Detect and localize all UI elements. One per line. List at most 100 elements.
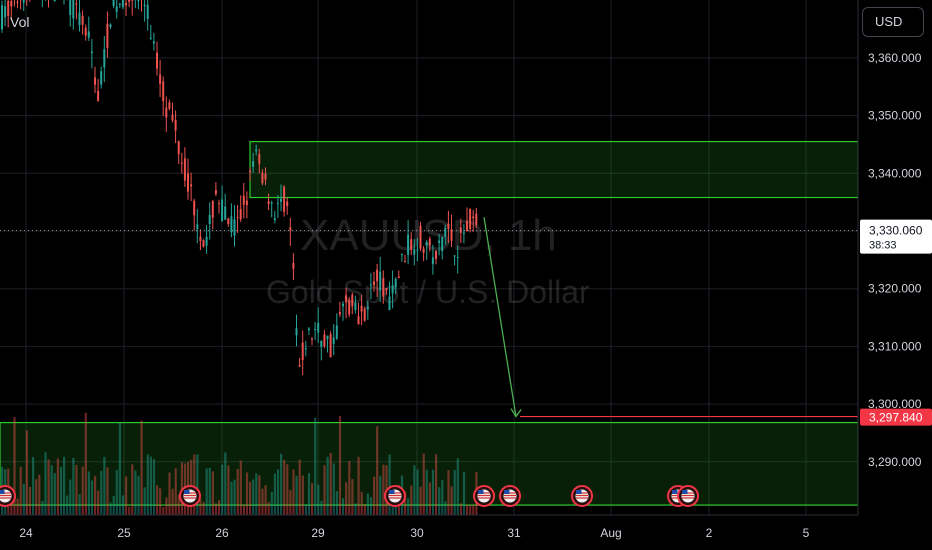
volume-bar bbox=[425, 469, 428, 515]
y-tick-label: 3,310.000 bbox=[868, 339, 922, 353]
flag-canton bbox=[504, 490, 510, 494]
volume-bar bbox=[351, 479, 354, 515]
us-flag-event-icon[interactable] bbox=[677, 485, 699, 507]
candle bbox=[180, 162, 183, 164]
volume-bar bbox=[428, 482, 431, 515]
volume-bar bbox=[87, 471, 90, 515]
volume-bar bbox=[143, 487, 146, 515]
us-flag-event-icon[interactable] bbox=[571, 485, 593, 507]
volume-bar bbox=[22, 483, 25, 515]
candle bbox=[450, 229, 453, 241]
volume-bar bbox=[416, 469, 419, 515]
volume-bar bbox=[16, 498, 19, 515]
y-tick-label: 3,350.000 bbox=[868, 109, 922, 123]
candle bbox=[376, 269, 379, 282]
volume-label: Vol bbox=[10, 14, 30, 30]
candle bbox=[435, 250, 437, 259]
volume-bar bbox=[66, 495, 69, 515]
us-flag-event-icon[interactable] bbox=[473, 485, 495, 507]
volume-bar bbox=[382, 464, 385, 515]
candle bbox=[128, 0, 131, 2]
candle bbox=[397, 276, 400, 279]
volume-bar bbox=[354, 503, 357, 515]
volume-bar bbox=[469, 504, 472, 515]
us-flag-event-icon[interactable] bbox=[0, 485, 16, 507]
volume-bar bbox=[252, 479, 255, 515]
volume-bar bbox=[171, 488, 174, 515]
volume-bar bbox=[410, 485, 413, 515]
candle bbox=[258, 154, 261, 164]
candle bbox=[4, 6, 7, 18]
volume-bars bbox=[1, 412, 478, 515]
candle bbox=[475, 213, 478, 225]
target-price-value: 3,297.840 bbox=[869, 411, 923, 425]
volume-bar bbox=[242, 504, 245, 515]
us-flag-event-icon[interactable] bbox=[499, 485, 521, 507]
volume-bar bbox=[59, 466, 63, 515]
candle bbox=[317, 322, 320, 333]
x-tick-label: 25 bbox=[117, 526, 131, 540]
volume-bar bbox=[283, 459, 286, 515]
volume-bar bbox=[94, 476, 97, 515]
volume-bar bbox=[81, 466, 84, 515]
candle bbox=[208, 214, 211, 225]
volume-bar bbox=[255, 473, 258, 515]
candle bbox=[469, 208, 472, 229]
us-flag-event-icon[interactable] bbox=[179, 485, 201, 507]
volume-bar bbox=[214, 503, 218, 515]
candle bbox=[125, 2, 127, 6]
x-tick-label: 5 bbox=[803, 526, 810, 540]
volume-bar bbox=[205, 468, 208, 515]
volume-bar bbox=[41, 500, 44, 515]
volume-bar bbox=[373, 476, 376, 515]
volume-bar bbox=[118, 422, 121, 515]
candle bbox=[345, 295, 348, 303]
volume-bar bbox=[168, 472, 171, 515]
candle bbox=[72, 0, 75, 19]
candle bbox=[323, 334, 326, 347]
us-flag-event-icon[interactable] bbox=[384, 485, 406, 507]
candle bbox=[115, 6, 118, 12]
candle bbox=[391, 285, 394, 294]
volume-bar bbox=[348, 460, 351, 515]
volume-bar bbox=[97, 490, 100, 515]
candle bbox=[100, 71, 103, 85]
volume-bar bbox=[363, 503, 366, 515]
candle bbox=[103, 49, 106, 68]
volume-bar bbox=[162, 506, 165, 515]
candle bbox=[416, 249, 419, 251]
currency-button[interactable]: USD bbox=[862, 7, 924, 37]
candle bbox=[400, 254, 403, 256]
candle bbox=[472, 216, 475, 219]
volume-bar bbox=[317, 484, 320, 515]
arrow-head bbox=[510, 408, 522, 418]
volume-bar bbox=[47, 459, 50, 515]
candle bbox=[382, 278, 385, 297]
volume-bar bbox=[131, 464, 134, 515]
candle bbox=[7, 0, 10, 16]
flag-canton bbox=[389, 490, 395, 494]
projection-arrow bbox=[483, 217, 517, 417]
candle bbox=[190, 184, 193, 187]
candle bbox=[351, 294, 354, 307]
candle bbox=[1, 5, 3, 30]
volume-bar bbox=[149, 456, 152, 515]
candle bbox=[366, 306, 369, 310]
candle bbox=[267, 201, 270, 204]
candle bbox=[118, 3, 121, 5]
volume-bar bbox=[128, 506, 131, 515]
volume-bar bbox=[273, 473, 276, 515]
candle bbox=[242, 195, 245, 205]
candle bbox=[183, 158, 186, 181]
volume-bar bbox=[357, 456, 360, 515]
candle bbox=[177, 141, 180, 155]
candle bbox=[438, 240, 441, 243]
volume-bar bbox=[69, 479, 72, 515]
candle bbox=[249, 170, 251, 173]
volume-bar bbox=[100, 470, 103, 515]
candle bbox=[239, 209, 242, 220]
target-price-tag bbox=[860, 408, 932, 426]
candle bbox=[224, 206, 227, 220]
volume-bar bbox=[462, 471, 466, 515]
